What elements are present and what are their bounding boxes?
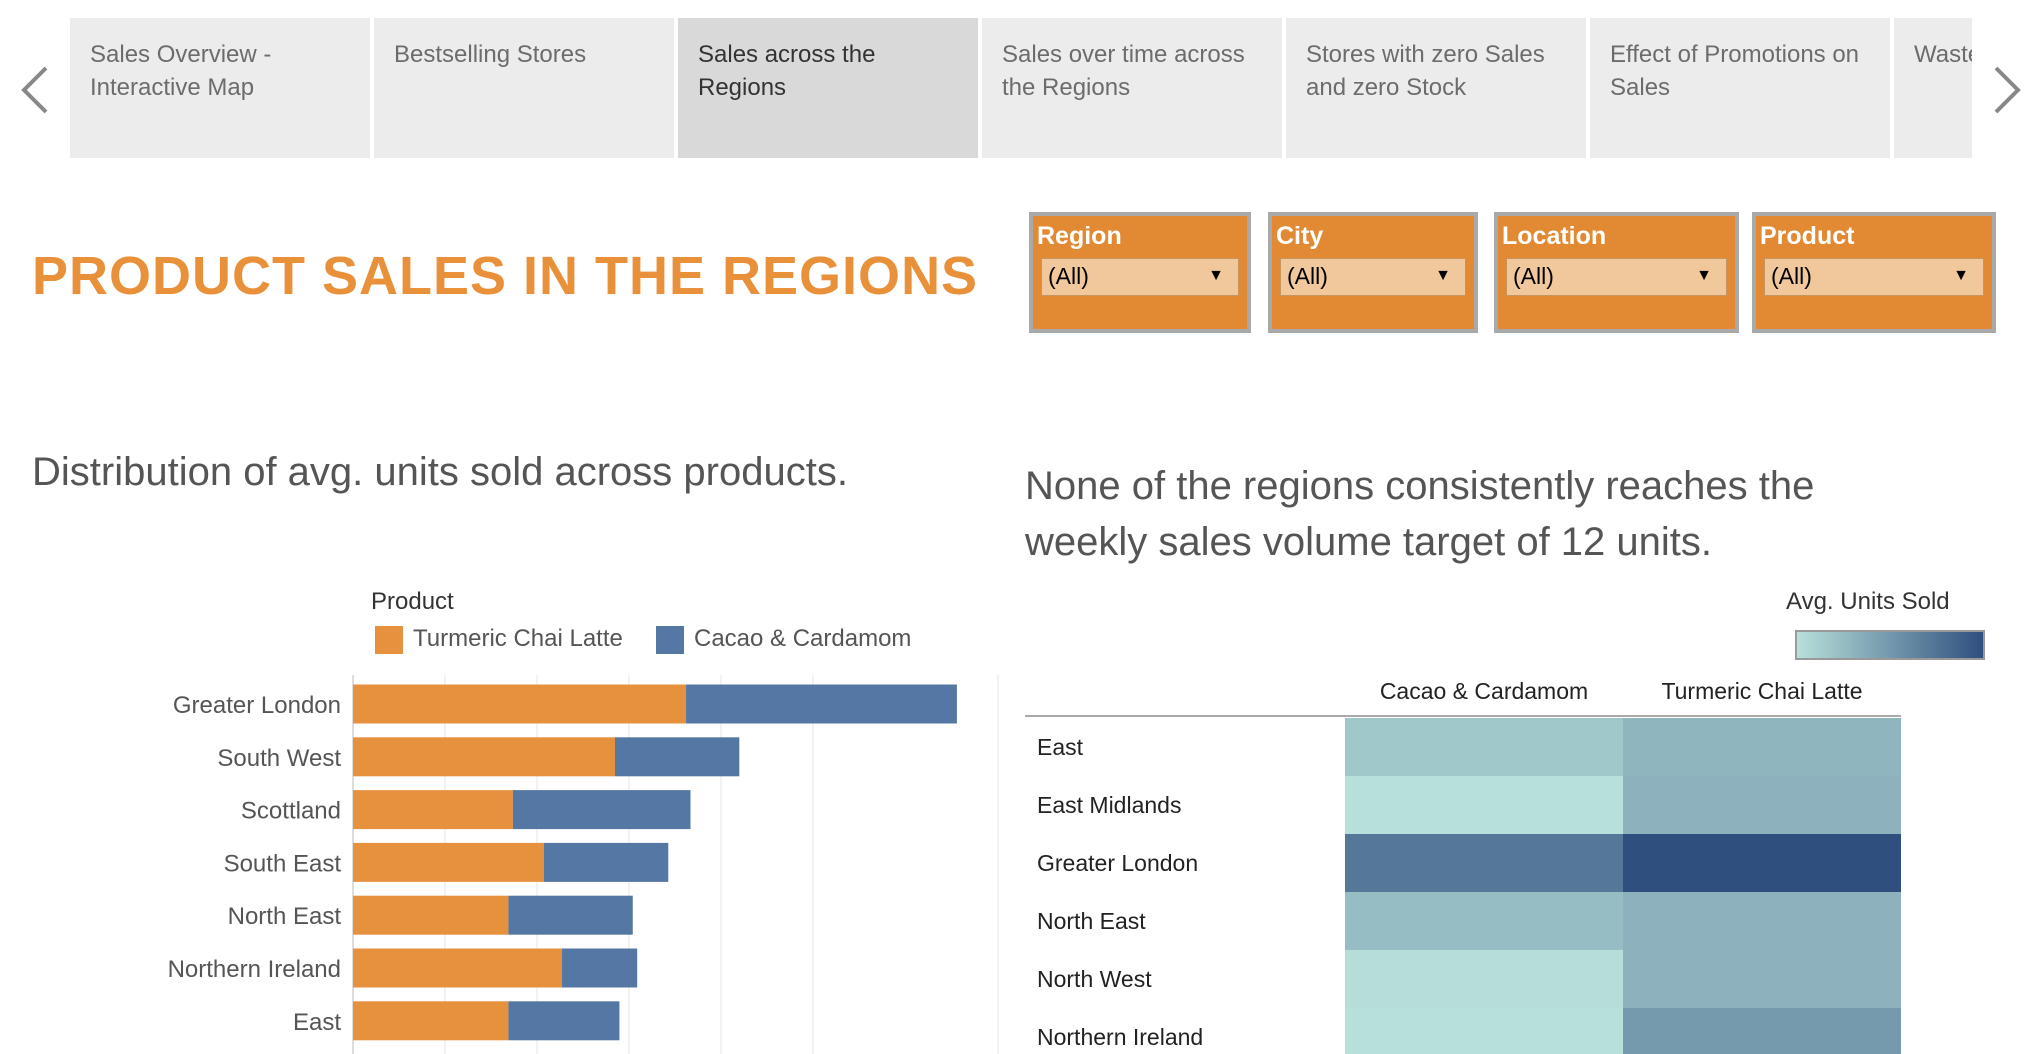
- filter-label: City: [1276, 222, 1324, 250]
- filter-location: Location (All) ▼: [1494, 212, 1739, 333]
- heatmap-heading: None of the regions consistently reaches…: [1025, 464, 1815, 564]
- page-title: PRODUCT SALES IN THE REGIONS: [32, 246, 979, 306]
- dropdown-caret-icon: ▼: [1435, 267, 1451, 284]
- heatmap-row-label: East Midlands: [1037, 792, 1181, 818]
- bar-category-label: North East: [228, 903, 342, 930]
- bar-category-label: Northern Ireland: [168, 956, 341, 983]
- bar-segment-turmeric[interactable]: [353, 1001, 509, 1041]
- tab-label: Sales across the Regions: [698, 41, 876, 101]
- heatmap-cell[interactable]: [1345, 776, 1623, 834]
- next-tab-button[interactable]: [1986, 62, 2026, 118]
- filter-dropdown[interactable]: (All) ▼: [1041, 258, 1239, 296]
- dropdown-caret-icon: ▼: [1208, 267, 1224, 284]
- bar-segment-cacao[interactable]: [614, 737, 740, 777]
- color-scale-legend: [1795, 630, 1985, 660]
- stacked-bar-chart: Greater London South West Scottland South E…: [168, 675, 999, 1054]
- heatmap-column-label: Turmeric Chai Latte: [1661, 678, 1862, 704]
- tab-label: Bestselling Stores: [394, 41, 587, 68]
- chevron-left-icon: [21, 66, 48, 114]
- color-scale-title: Avg. Units Sold: [1786, 588, 1950, 615]
- tab-label: Effect of Promotions on Sales: [1610, 41, 1860, 101]
- dropdown-caret-icon: ▼: [1696, 267, 1712, 284]
- bar-segment-turmeric[interactable]: [353, 790, 513, 830]
- bar-category-label: Scottland: [241, 798, 341, 825]
- bar-category-label: South East: [224, 850, 342, 877]
- heatmap-row-label: East: [1037, 734, 1084, 760]
- filter-product: Product (All) ▼: [1752, 212, 1996, 333]
- filter-dropdown[interactable]: (All) ▼: [1764, 258, 1984, 296]
- heatmap-cell[interactable]: [1345, 1008, 1623, 1054]
- filter-value: (All): [1513, 263, 1554, 289]
- heatmap-cell[interactable]: [1345, 950, 1623, 1008]
- filter-city: City (All) ▼: [1268, 212, 1478, 333]
- tab-2[interactable]: Bestselling Stores: [374, 18, 674, 158]
- filter-value: (All): [1771, 263, 1812, 289]
- bar-segment-turmeric[interactable]: [353, 895, 509, 935]
- bar-chart-heading: Distribution of avg. units sold across p…: [32, 450, 848, 494]
- heatmap-row-label: Greater London: [1037, 850, 1198, 876]
- legend-title: Product: [371, 588, 454, 615]
- filter-value: (All): [1048, 263, 1089, 289]
- heatmap-cell[interactable]: [1623, 776, 1901, 834]
- bar-segment-cacao[interactable]: [686, 684, 957, 724]
- filter-label: Product: [1760, 222, 1855, 250]
- bar-segment-cacao[interactable]: [508, 895, 633, 935]
- tab-1[interactable]: Sales Overview - Interactive Map: [70, 18, 370, 158]
- heatmap-cell[interactable]: [1623, 1008, 1901, 1054]
- filter-dropdown[interactable]: (All) ▼: [1280, 258, 1466, 296]
- heatmap-cell[interactable]: [1623, 950, 1901, 1008]
- tab-5[interactable]: Stores with zero Sales and zero Stock: [1286, 18, 1586, 158]
- tab-label: Sales Overview - Interactive Map: [90, 41, 272, 101]
- legend-item-cacao[interactable]: Cacao & Cardamom: [656, 625, 911, 654]
- tab-6[interactable]: Effect of Promotions on Sales: [1590, 18, 1890, 158]
- story-tabs: Sales Overview - Interactive Map Bestsell…: [70, 18, 1972, 158]
- legend-label: Turmeric Chai Latte: [413, 625, 623, 652]
- bar-segment-cacao[interactable]: [512, 790, 691, 830]
- heatmap-cell[interactable]: [1623, 718, 1901, 776]
- filter-label: Location: [1502, 222, 1607, 250]
- filter-region: Region (All) ▼: [1029, 212, 1251, 333]
- heatmap-cell[interactable]: [1345, 892, 1623, 950]
- tab-label: Waste Interactive: [1914, 41, 1972, 68]
- heatmap-row-label: North East: [1037, 908, 1146, 934]
- chevron-right-icon: [1994, 66, 2021, 114]
- heatmap-chart: Cacao & Cardamom Turmeric Chai Latte East E…: [1025, 678, 1901, 1054]
- filter-label: Region: [1037, 222, 1122, 250]
- bar-segment-turmeric[interactable]: [353, 737, 615, 777]
- legend-swatch-cacao: [656, 625, 684, 654]
- tab-7[interactable]: Waste Interactive: [1894, 18, 1972, 158]
- prev-tab-button[interactable]: [16, 62, 56, 118]
- tab-label: Stores with zero Sales and zero Stock: [1306, 41, 1545, 101]
- heatmap-cell[interactable]: [1345, 834, 1623, 892]
- filter-value: (All): [1287, 263, 1328, 289]
- bar-segment-turmeric[interactable]: [353, 684, 687, 724]
- bar-segment-turmeric[interactable]: [353, 948, 562, 988]
- heatmap-cell[interactable]: [1623, 834, 1901, 892]
- legend-item-turmeric[interactable]: Turmeric Chai Latte: [375, 625, 623, 654]
- legend-swatch-turmeric: [375, 625, 403, 654]
- bar-segment-cacao[interactable]: [561, 948, 638, 988]
- bar-segment-cacao[interactable]: [543, 842, 669, 882]
- tab-3[interactable]: Sales across the Regions: [678, 18, 978, 158]
- bar-segment-cacao[interactable]: [508, 1001, 620, 1041]
- bar-segment-turmeric[interactable]: [353, 842, 544, 882]
- legend-label: Cacao & Cardamom: [694, 625, 912, 652]
- dropdown-caret-icon: ▼: [1953, 267, 1969, 284]
- heatmap-row-label: Northern Ireland: [1037, 1024, 1203, 1050]
- bar-category-label: East: [293, 1009, 341, 1036]
- heatmap-cell[interactable]: [1345, 718, 1623, 776]
- bar-category-label: Greater London: [173, 692, 341, 719]
- tab-4[interactable]: Sales over time across the Regions: [982, 18, 1282, 158]
- heatmap-column-label: Cacao & Cardamom: [1380, 678, 1588, 704]
- filter-dropdown[interactable]: (All) ▼: [1506, 258, 1727, 296]
- bar-category-label: South West: [217, 745, 341, 772]
- heatmap-row-label: North West: [1037, 966, 1152, 992]
- tab-label: Sales over time across the Regions: [1002, 41, 1245, 101]
- heatmap-cell[interactable]: [1623, 892, 1901, 950]
